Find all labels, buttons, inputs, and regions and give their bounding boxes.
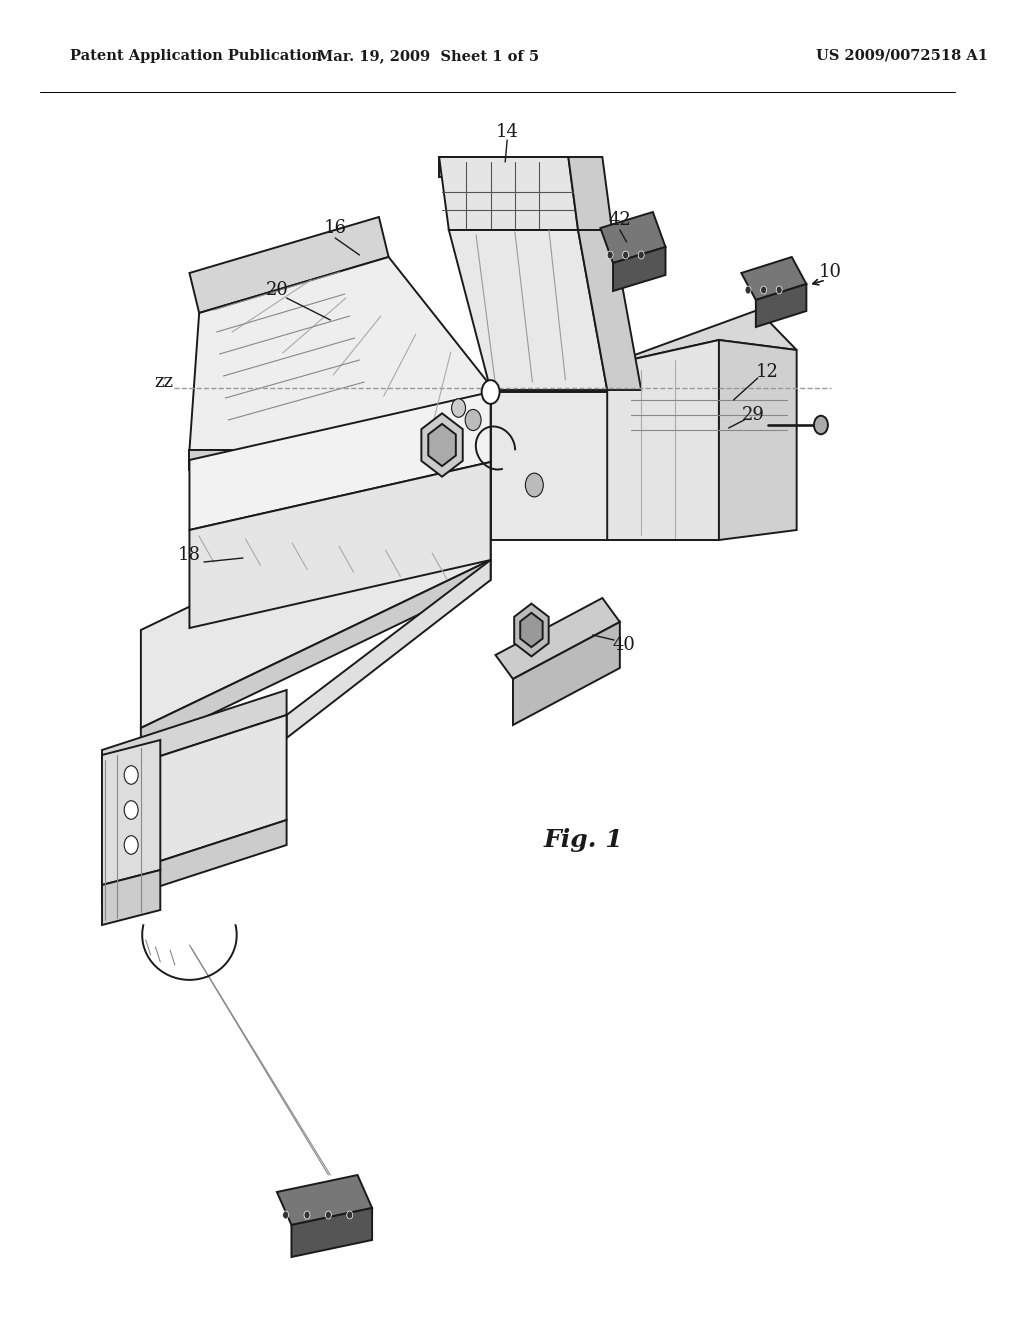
Polygon shape xyxy=(756,284,806,327)
Polygon shape xyxy=(613,247,666,290)
Polygon shape xyxy=(102,715,287,880)
Polygon shape xyxy=(496,598,620,678)
Polygon shape xyxy=(600,213,666,263)
Polygon shape xyxy=(607,341,719,540)
Text: Fig. 1: Fig. 1 xyxy=(543,828,623,851)
Circle shape xyxy=(525,473,544,496)
Polygon shape xyxy=(189,257,496,450)
Polygon shape xyxy=(292,1208,372,1257)
Polygon shape xyxy=(102,741,161,884)
Circle shape xyxy=(745,286,751,294)
Text: 10: 10 xyxy=(819,263,842,281)
Circle shape xyxy=(761,286,767,294)
Text: US 2009/0072518 A1: US 2009/0072518 A1 xyxy=(816,49,988,63)
Polygon shape xyxy=(568,157,612,230)
Text: 40: 40 xyxy=(612,636,635,653)
Circle shape xyxy=(124,836,138,854)
Text: Patent Application Publication: Patent Application Publication xyxy=(70,49,322,63)
Polygon shape xyxy=(189,216,389,313)
Polygon shape xyxy=(189,462,490,628)
Polygon shape xyxy=(641,341,719,540)
Polygon shape xyxy=(719,341,797,540)
Polygon shape xyxy=(102,870,161,925)
Polygon shape xyxy=(141,462,490,729)
Polygon shape xyxy=(607,310,797,366)
Text: 20: 20 xyxy=(265,281,289,300)
Polygon shape xyxy=(421,413,463,477)
Circle shape xyxy=(814,416,828,434)
Circle shape xyxy=(481,380,500,404)
Polygon shape xyxy=(490,392,719,459)
Text: 42: 42 xyxy=(608,211,631,228)
Circle shape xyxy=(638,251,644,259)
Polygon shape xyxy=(189,450,403,470)
Text: zz: zz xyxy=(154,374,173,391)
Polygon shape xyxy=(276,1175,372,1225)
Polygon shape xyxy=(287,560,490,738)
Polygon shape xyxy=(102,820,287,906)
Circle shape xyxy=(326,1210,332,1218)
Text: 12: 12 xyxy=(756,363,779,381)
Circle shape xyxy=(124,801,138,820)
Circle shape xyxy=(304,1210,310,1218)
Text: 14: 14 xyxy=(496,123,518,141)
Text: 16: 16 xyxy=(324,219,347,238)
Circle shape xyxy=(465,409,481,430)
Polygon shape xyxy=(189,392,490,531)
Circle shape xyxy=(623,251,629,259)
Circle shape xyxy=(124,766,138,784)
Circle shape xyxy=(347,1210,352,1218)
Polygon shape xyxy=(439,157,579,230)
Polygon shape xyxy=(579,230,641,389)
Polygon shape xyxy=(741,257,806,300)
Text: 29: 29 xyxy=(741,407,764,424)
Text: Mar. 19, 2009  Sheet 1 of 5: Mar. 19, 2009 Sheet 1 of 5 xyxy=(316,49,539,63)
Polygon shape xyxy=(428,424,456,466)
Polygon shape xyxy=(513,622,620,725)
Circle shape xyxy=(283,1210,289,1218)
Polygon shape xyxy=(141,560,490,748)
Circle shape xyxy=(452,399,466,417)
Circle shape xyxy=(607,251,613,259)
Polygon shape xyxy=(514,603,549,656)
Polygon shape xyxy=(490,392,641,540)
Polygon shape xyxy=(520,612,543,647)
Text: 18: 18 xyxy=(178,546,201,564)
Polygon shape xyxy=(439,157,568,177)
Polygon shape xyxy=(102,690,287,775)
Circle shape xyxy=(776,286,782,294)
Polygon shape xyxy=(449,230,607,389)
